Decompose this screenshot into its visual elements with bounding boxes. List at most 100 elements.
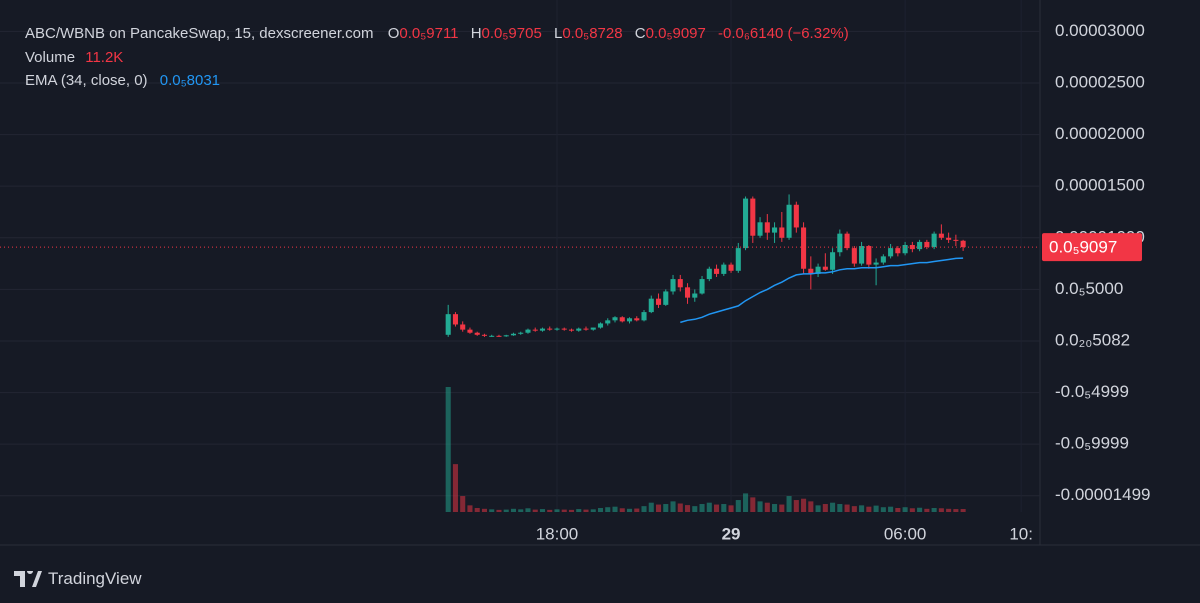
volume-bar (808, 501, 814, 512)
candle-body (953, 239, 959, 241)
ohlc-value: 0.0₅8728 (562, 25, 623, 42)
volume-bar (496, 509, 502, 512)
y-tick-label: 0.00002000 (1055, 124, 1145, 143)
x-tick-label: 29 (722, 524, 741, 543)
candle-body (851, 248, 857, 264)
candle-body (590, 327, 596, 330)
ohlc-label: H (470, 25, 482, 42)
volume-bar (561, 509, 567, 512)
brand-name: TradingView (48, 569, 142, 588)
volume-bar (684, 505, 691, 512)
volume-bar (924, 508, 930, 512)
candle-body (605, 320, 611, 324)
candle-body (663, 291, 669, 305)
volume-bar (605, 507, 611, 512)
x-tick-label: 10: (1009, 524, 1033, 543)
candle-body (830, 252, 836, 270)
volume-bar (743, 493, 749, 512)
ohlc-label: O (387, 25, 400, 42)
candle-body (714, 268, 720, 274)
volume-bar (931, 508, 937, 512)
volume-bar (597, 508, 604, 512)
ohlc-value: 0.0₅9097 (645, 25, 706, 42)
volume-bar (445, 387, 451, 512)
volume-bar (786, 496, 792, 512)
candle-body (648, 298, 654, 313)
last-price-label: 0.0₅9097 (1049, 238, 1117, 257)
volume-bar (583, 509, 589, 512)
volume-bar (902, 507, 908, 512)
candle-body (902, 245, 908, 254)
ohlc-label: C (634, 25, 646, 42)
candle-body (924, 241, 930, 248)
candle-body (750, 198, 756, 236)
ema-legend: EMA (34, close, 0) 0.0₅8031 (25, 72, 220, 89)
candle-body (931, 233, 937, 248)
candle-body (576, 328, 582, 331)
candle-body (612, 317, 618, 321)
candle-body (888, 248, 894, 257)
volume-bar (909, 508, 915, 512)
candle-body (728, 264, 734, 271)
candle-body (568, 329, 575, 331)
candle-body (743, 198, 749, 249)
volume-bar (554, 509, 560, 512)
candle-body (518, 332, 524, 334)
volume-bar (946, 508, 952, 512)
y-tick-label: -0.00001499 (1055, 485, 1150, 504)
candle-body (532, 329, 538, 331)
candle-body (844, 233, 850, 249)
candle-body (706, 268, 712, 280)
candle-body (489, 335, 495, 337)
volume-bar (467, 505, 473, 512)
volume-bar (772, 504, 778, 512)
candle-body (481, 334, 488, 336)
candle-body (873, 262, 879, 265)
chart-title: ABC/WBNB on PancakeSwap, 15, dexscreener… (25, 25, 374, 42)
candle-body (772, 227, 778, 233)
ema-line (680, 257, 964, 324)
volume-bar (648, 502, 654, 512)
candle-body (786, 204, 792, 238)
y-tick-label: 0.00003000 (1055, 21, 1145, 40)
candle-body (822, 266, 828, 270)
brand[interactable]: TradingView (14, 569, 142, 589)
y-tick-label: 0.00002500 (1055, 72, 1145, 91)
volume-bar (518, 509, 524, 512)
y-tick-label: 0.0₅5000 (1055, 279, 1123, 298)
last-price-tag (1042, 233, 1142, 262)
volume-bar (626, 508, 633, 512)
ema-value: 0.0₅8031 (159, 72, 220, 89)
candle-body (467, 329, 473, 333)
candle-body (626, 318, 633, 322)
volume-name: Volume (25, 49, 76, 66)
ema-name: EMA (34, close, 0) (25, 72, 148, 89)
volume-bar (634, 508, 640, 512)
volume-bar (750, 497, 756, 512)
volume-bar (735, 500, 741, 512)
candle-body (692, 293, 698, 298)
volume-bar (757, 501, 763, 512)
volume-bar (655, 504, 662, 512)
candle-body (474, 332, 480, 335)
volume-bar (822, 504, 828, 512)
volume-bar (721, 504, 727, 512)
x-tick-label: 06:00 (884, 524, 927, 543)
volume-bar (837, 504, 843, 512)
candle-body (699, 279, 705, 294)
candle-body (503, 335, 509, 337)
candle-body (583, 328, 589, 330)
candle-body (655, 298, 662, 305)
volume-bar (452, 464, 458, 512)
brand-logo (14, 571, 42, 587)
volume-bar (692, 506, 698, 512)
y-tick-label: -0.0₅9999 (1055, 434, 1129, 453)
volume-bar (568, 509, 575, 512)
candle-body (735, 248, 741, 271)
candle-body (721, 264, 727, 274)
volume-bar (677, 503, 683, 512)
y-tick-label: -0.0₅4999 (1055, 382, 1129, 401)
candle-body (837, 233, 843, 253)
candle-body (547, 328, 553, 330)
